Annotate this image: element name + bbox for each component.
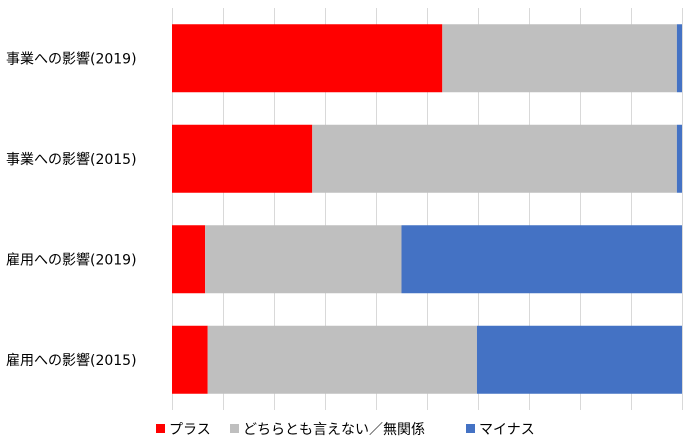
legend-label: マイナス	[479, 422, 535, 438]
bar-segment	[172, 24, 443, 93]
bar-segment	[476, 325, 682, 394]
legend-swatch	[230, 424, 239, 433]
category-label: 事業への影響(2019)	[6, 50, 137, 67]
category-labels: 事業への影響(2019) 事業への影響(2015) 雇用への影響(2019) 雇用への…	[6, 50, 137, 369]
legend: プラス どちらとも言えない／無関係 マイナス	[156, 422, 535, 438]
bar-segment	[205, 225, 402, 294]
bar-segment	[172, 124, 313, 193]
category-label: 事業への影響(2015)	[6, 151, 137, 168]
legend-label: プラス	[169, 422, 211, 438]
legend-swatch	[466, 424, 475, 433]
bar-segment	[401, 225, 682, 294]
category-label: 雇用への影響(2019)	[6, 251, 137, 268]
bar-segment	[676, 124, 682, 193]
bar-segment	[207, 325, 477, 394]
bar-segment	[172, 225, 206, 294]
bar-segment	[676, 24, 682, 93]
bar-segment	[442, 24, 677, 93]
bar-segment	[312, 124, 677, 193]
legend-label: どちらとも言えない／無関係	[243, 422, 425, 438]
bars	[172, 24, 682, 394]
category-label: 雇用への影響(2015)	[6, 352, 137, 369]
bar-segment	[172, 325, 208, 394]
legend-swatch	[156, 424, 165, 433]
